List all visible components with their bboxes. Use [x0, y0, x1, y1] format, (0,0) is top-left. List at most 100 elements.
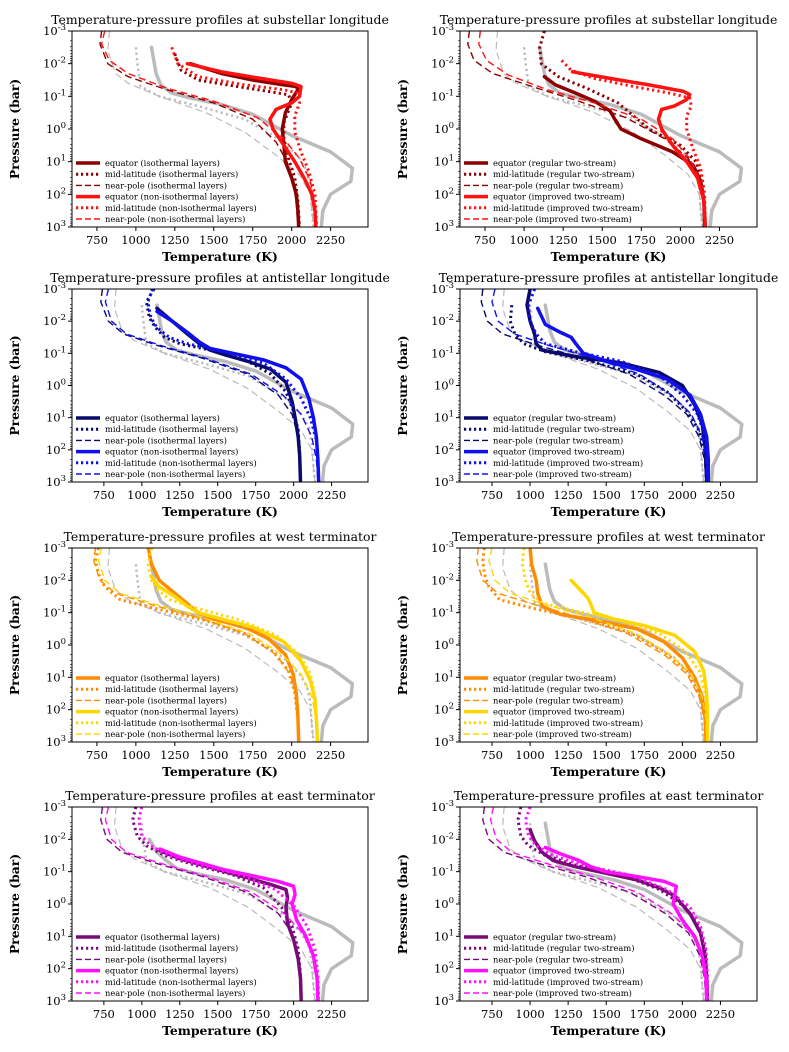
series-line [482, 807, 707, 1001]
y-tick-label: 10-3 [431, 799, 454, 814]
y-axis-label: Pressure (bar) [7, 595, 22, 695]
x-tick-label: 2250 [316, 233, 345, 247]
legend-label: equator (non-isothermal layers) [105, 192, 238, 202]
x-tick-label: 1500 [199, 233, 228, 247]
chart-title: Temperature-pressure profiles at substel… [51, 12, 389, 27]
series-group [467, 31, 744, 227]
series-line [528, 823, 705, 1001]
series-line [188, 61, 301, 227]
y-tick-label: 102 [46, 186, 66, 201]
legend-label: equator (non-isothermal layers) [105, 707, 238, 717]
series-line [137, 807, 321, 1001]
y-axis-label: Pressure (bar) [7, 335, 22, 435]
plot-frame [71, 547, 369, 743]
legend-label: mid-latitude (non-isothermal layers) [105, 718, 257, 728]
series-group [93, 548, 355, 742]
series-line [93, 548, 300, 742]
x-tick-label: 2000 [666, 233, 695, 247]
x-tick-label: 1750 [627, 233, 656, 247]
x-axis-label: Temperature (K) [162, 504, 278, 519]
y-tick-label: 10-3 [43, 540, 66, 555]
series-line [535, 306, 711, 482]
y-tick-label: 102 [434, 186, 454, 201]
legend-label: near-pole (isothermal layers) [105, 435, 227, 445]
x-tick-label: 2250 [316, 748, 345, 762]
series-line [542, 74, 707, 227]
legend-label: equator (non-isothermal layers) [105, 447, 238, 457]
series-group [480, 289, 744, 482]
series-line [527, 289, 709, 482]
x-tick-label: 750 [481, 748, 503, 762]
x-tick-label: 1250 [553, 1007, 582, 1021]
y-tick-label: 10-1 [431, 605, 454, 620]
x-tick-label: 750 [86, 233, 108, 247]
y-tick-label: 102 [434, 442, 454, 457]
plot-frame [71, 806, 369, 1002]
chart-title: Temperature-pressure profiles at substel… [440, 12, 778, 27]
plot-frame [71, 288, 369, 483]
x-tick-label: 1000 [515, 1007, 544, 1021]
series-line [543, 845, 709, 1001]
x-tick-label: 1000 [515, 748, 544, 762]
legend: equator (regular two-stream)mid-latitude… [464, 158, 643, 224]
y-tick-label: 101 [46, 154, 66, 169]
chart-title: Temperature-pressure profiles at west te… [452, 529, 765, 544]
plot-frame [459, 806, 758, 1002]
series-line [524, 807, 709, 1001]
legend-label: near-pole (non-isothermal layers) [105, 729, 245, 739]
y-tick-label: 10-2 [431, 831, 454, 846]
legend-label: near-pole (isothermal layers) [105, 695, 227, 705]
x-axis-label: Temperature (K) [551, 504, 667, 519]
x-tick-label: 1500 [199, 748, 228, 762]
y-tick-label: 102 [46, 702, 66, 717]
legend: equator (isothermal layers) mid-latitude … [76, 673, 257, 739]
x-tick-label: 750 [93, 1007, 115, 1021]
legend-label: equator (improved two-stream) [493, 966, 625, 976]
y-axis-label: Pressure (bar) [395, 595, 410, 695]
y-tick-label: 103 [434, 993, 454, 1008]
chart-title: Temperature-pressure profiles at west te… [64, 529, 377, 544]
x-tick-label: 2000 [279, 488, 308, 502]
series-line [476, 548, 706, 742]
legend: equator (regular two-stream)mid-latitude… [464, 673, 643, 739]
x-tick-label: 1250 [165, 1007, 194, 1021]
series-line [467, 31, 705, 227]
x-tick-label: 1750 [630, 1007, 659, 1021]
y-tick-label: 101 [434, 410, 454, 425]
legend-label: mid-latitude (isothermal layers) [105, 169, 238, 179]
y-tick-label: 102 [434, 961, 454, 976]
series-line [155, 309, 321, 482]
y-tick-label: 10-2 [43, 572, 66, 587]
series-group [482, 807, 744, 1001]
y-tick-label: 10-2 [43, 831, 66, 846]
chart-title: Temperature-pressure profiles at antiste… [439, 270, 779, 285]
y-tick-label: 10-1 [431, 864, 454, 879]
y-tick-label: 100 [46, 896, 66, 911]
x-tick-label: 750 [481, 1007, 503, 1021]
series-line [113, 289, 316, 482]
legend-label: mid-latitude (regular two-stream) [493, 169, 635, 179]
plot-frame [71, 30, 369, 228]
x-tick-label: 1750 [238, 748, 267, 762]
y-tick-label: 10-3 [43, 281, 66, 296]
x-tick-label: 1000 [121, 748, 150, 762]
y-tick-label: 10-2 [43, 56, 66, 71]
chart-panel-3: Temperature-pressure profiles at antiste… [7, 270, 390, 519]
legend-label: mid-latitude (regular two-stream) [493, 424, 635, 434]
x-tick-label: 1250 [160, 233, 189, 247]
y-tick-label: 103 [434, 734, 454, 749]
plot-frame [459, 288, 758, 483]
series-line [140, 304, 317, 482]
y-axis-label: Pressure (bar) [395, 854, 410, 954]
legend-label: mid-latitude (isothermal layers) [105, 424, 238, 434]
x-tick-label: 2250 [317, 1007, 346, 1021]
y-tick-label: 102 [434, 702, 454, 717]
x-tick-label: 2250 [706, 488, 735, 502]
legend-label: equator (regular two-stream) [493, 673, 616, 683]
y-tick-label: 101 [46, 410, 66, 425]
chart-title: Temperature-pressure profiles at east te… [65, 788, 375, 803]
legend-label: equator (isothermal layers) [105, 673, 220, 683]
x-tick-label: 2000 [277, 233, 306, 247]
series-line [100, 31, 318, 227]
y-tick-label: 10-3 [43, 23, 66, 38]
